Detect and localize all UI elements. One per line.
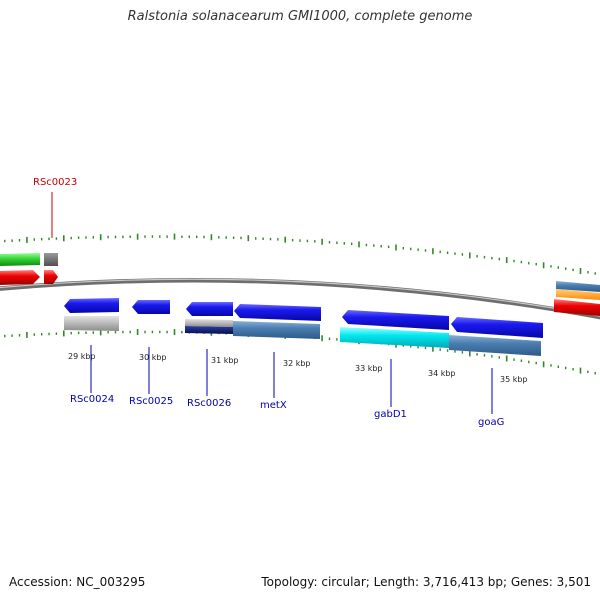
tick-label: 29 kbp <box>68 352 96 361</box>
feature-right-orange <box>556 289 600 300</box>
gene-metX-arrow[interactable] <box>234 304 321 321</box>
tick-labels: 29 kbp 30 kbp 31 kbp 32 kbp 33 kbp 34 kb… <box>68 352 528 384</box>
gene-gabD1-arrow[interactable] <box>342 310 449 330</box>
feature-right-red <box>554 299 600 316</box>
gene-RSc0024-arrow[interactable] <box>64 298 119 313</box>
gene-label-RSc0026[interactable]: RSc0026 <box>187 398 231 409</box>
feature-forward-darkgray <box>44 253 58 266</box>
gene-RSc0026-track-gray <box>185 319 233 327</box>
gene-gabD1-track <box>340 327 449 348</box>
gene-metX-track <box>233 321 320 339</box>
gene-label-gabD1[interactable]: gabD1 <box>374 409 407 420</box>
tick-label: 34 kbp <box>428 369 456 378</box>
gene-RSc0026-arrow[interactable] <box>186 302 233 316</box>
feature-forward-red-1 <box>0 270 40 285</box>
gene-RSc0025-arrow[interactable] <box>132 300 170 314</box>
feature-right-steel <box>556 281 600 292</box>
gene-goaG-arrow[interactable] <box>451 317 543 338</box>
tick-label: 35 kbp <box>500 375 528 384</box>
genome-backbone-highlight <box>0 278 600 317</box>
gene-RSc0024-track <box>64 316 119 331</box>
accession-text: Accession: NC_003295 <box>9 575 146 589</box>
gene-RSc0026-track-navy <box>185 326 233 334</box>
tick-label: 31 kbp <box>211 356 239 365</box>
gene-label-goaG[interactable]: goaG <box>478 417 504 428</box>
feature-forward-red-2 <box>44 270 58 284</box>
tick-label: 33 kbp <box>355 364 383 373</box>
feature-forward-green <box>0 253 40 266</box>
gene-label-RSc0023[interactable]: RSc0023 <box>33 177 77 188</box>
tick-label: 32 kbp <box>283 359 311 368</box>
gene-goaG-track <box>449 335 541 356</box>
outer-scale-ticks <box>4 233 596 275</box>
gene-label-metX[interactable]: metX <box>260 400 287 411</box>
genome-summary-text: Topology: circular; Length: 3,716,413 bp… <box>261 575 591 589</box>
gene-label-RSc0024[interactable]: RSc0024 <box>70 394 114 405</box>
gene-label-RSc0025[interactable]: RSc0025 <box>129 396 173 407</box>
map-title: Ralstonia solanacearum GMI1000, complete… <box>127 9 473 24</box>
genome-backbone <box>0 277 600 320</box>
tick-label: 30 kbp <box>139 353 167 362</box>
